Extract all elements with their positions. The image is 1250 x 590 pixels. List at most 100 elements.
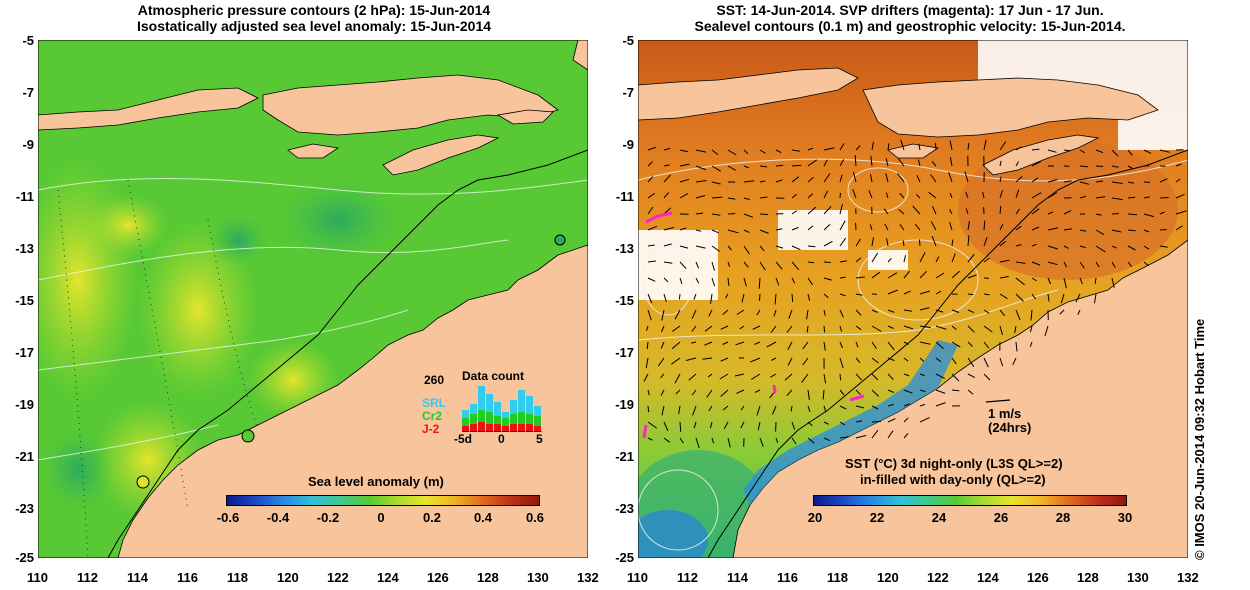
velocity-arrow — [903, 341, 910, 345]
velocity-arrow — [758, 277, 761, 289]
velocity-arrow — [711, 229, 719, 234]
velocity-arrow — [720, 389, 729, 397]
velocity-scale-sublabel: (24hrs) — [988, 420, 1032, 435]
velocity-arrow — [951, 270, 960, 279]
inset-xtick-right: 5 — [536, 432, 543, 446]
x-tick: 132 — [1177, 570, 1199, 585]
velocity-arrow — [754, 389, 761, 393]
velocity-arrow — [871, 357, 879, 364]
land-australia — [117, 244, 589, 559]
velocity-arrow — [727, 437, 731, 448]
inset-max-label: 260 — [424, 373, 445, 387]
velocity-arrow — [871, 405, 879, 410]
velocity-arrow — [695, 149, 707, 153]
velocity-arrow — [678, 405, 681, 415]
inset-series-cr2: Cr2 — [422, 409, 443, 423]
data-count-inset: 260 Data count SRL Cr2 J-2 -5d 0 5 — [418, 368, 548, 448]
velocity-arrow — [787, 341, 793, 350]
velocity-arrow — [695, 180, 707, 183]
velocity-arrow — [759, 437, 764, 447]
velocity-arrow — [839, 293, 846, 297]
velocity-arrow — [983, 293, 990, 296]
velocity-arrow — [647, 309, 652, 321]
velocity-arrow — [949, 193, 953, 199]
velocity-arrow — [774, 293, 777, 305]
velocity-arrow — [999, 240, 1007, 247]
velocity-arrow — [919, 389, 926, 393]
velocity-arrow — [855, 434, 867, 439]
y-tick: -11 — [615, 189, 634, 204]
left-map: 260 Data count SRL Cr2 J-2 -5d 0 5 Sea l… — [18, 39, 589, 559]
velocity-arrow — [743, 245, 750, 255]
velocity-arrow — [691, 309, 697, 319]
land-lesser-sunda — [862, 77, 1159, 138]
velocity-arrow — [903, 309, 913, 312]
x-tick: 110 — [27, 570, 48, 585]
velocity-arrow — [935, 290, 942, 295]
velocity-arrow — [839, 260, 847, 263]
velocity-arrow — [775, 179, 783, 183]
velocity-arrow — [823, 205, 832, 215]
velocity-arrow — [983, 325, 993, 333]
velocity-arrow — [982, 191, 985, 199]
velocity-arrow — [775, 245, 784, 249]
velocity-arrow — [839, 143, 845, 151]
velocity-arrow — [801, 373, 809, 383]
velocity-arrow — [786, 325, 793, 333]
velocity-arrow — [708, 405, 713, 412]
velocity-arrow — [1143, 196, 1150, 199]
velocity-arrow — [791, 293, 794, 303]
velocity-arrow — [967, 309, 975, 314]
velocity-arrow — [727, 149, 737, 156]
velocity-arrow — [647, 389, 650, 396]
y-tick: -19 — [15, 397, 34, 412]
velocity-arrow — [965, 191, 969, 199]
velocity-arrow — [903, 270, 911, 279]
velocity-arrow — [743, 213, 754, 218]
velocity-arrow — [871, 309, 878, 313]
velocity-arrow — [852, 171, 857, 183]
x-tick: 112 — [677, 570, 698, 585]
velocity-arrow — [885, 158, 889, 167]
velocity-arrow — [1015, 208, 1021, 215]
velocity-arrow — [663, 261, 673, 264]
velocity-arrow — [806, 309, 809, 320]
sla-colorbar-title: Sea level anomaly (m) — [308, 474, 444, 489]
velocity-arrow — [1094, 277, 1097, 284]
velocity-arrow — [823, 421, 830, 425]
velocity-arrow — [1077, 309, 1081, 315]
sla-tick: 0.6 — [525, 510, 545, 525]
velocity-arrow — [897, 173, 905, 183]
velocity-arrow — [1079, 195, 1087, 199]
velocity-arrow — [823, 325, 826, 333]
velocity-arrow — [967, 235, 970, 247]
velocity-arrow — [1075, 293, 1081, 303]
velocity-arrow — [806, 325, 809, 333]
velocity-arrow — [823, 224, 831, 231]
velocity-arrow — [736, 389, 745, 394]
velocity-arrow — [1063, 180, 1072, 183]
velocity-arrow — [871, 373, 879, 381]
velocity-arrow — [734, 373, 745, 377]
velocity-arrow — [679, 261, 687, 270]
velocity-arrow — [935, 389, 946, 394]
velocity-arrow — [770, 357, 777, 361]
velocity-arrow — [1012, 357, 1017, 366]
velocity-arrow — [791, 261, 800, 271]
velocity-arrow — [1095, 261, 1100, 268]
velocity-arrow — [791, 176, 800, 183]
velocity-arrow — [807, 176, 814, 183]
velocity-arrow — [759, 213, 769, 216]
velocity-arrow — [983, 309, 990, 314]
velocity-arrow — [1095, 149, 1104, 154]
velocity-arrow — [1079, 277, 1083, 284]
sst-tick: 26 — [993, 510, 1009, 525]
velocity-arrow — [775, 437, 779, 443]
velocity-arrow — [1015, 161, 1019, 167]
velocity-arrow — [708, 309, 713, 317]
velocity-arrow — [647, 405, 650, 413]
velocity-arrow — [903, 417, 909, 423]
velocity-arrow — [839, 421, 846, 426]
velocity-arrow — [949, 209, 953, 215]
tide-gauge-marker — [241, 429, 255, 443]
